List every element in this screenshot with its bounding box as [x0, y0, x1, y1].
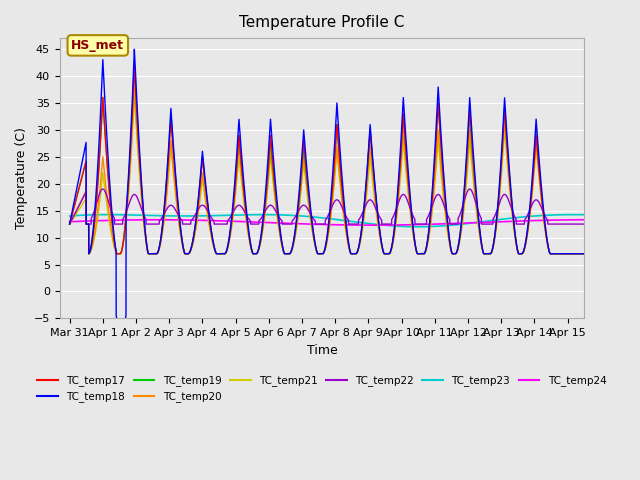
TC_temp20: [131, 84, 138, 90]
TC_temp19: [113, 251, 121, 257]
TC_temp18: [310, 236, 318, 242]
TC_temp18: [66, 221, 74, 227]
TC_temp17: [580, 251, 588, 257]
TC_temp20: [286, 251, 294, 256]
TC_temp20: [440, 192, 447, 198]
TC_temp17: [310, 237, 318, 243]
TC_temp18: [131, 47, 138, 52]
TC_temp24: [580, 217, 588, 223]
TC_temp21: [440, 197, 447, 203]
TC_temp23: [540, 213, 547, 218]
TC_temp19: [565, 251, 573, 257]
TC_temp21: [66, 221, 74, 227]
TC_temp20: [66, 221, 74, 227]
TC_temp22: [539, 208, 547, 214]
TC_temp24: [153, 217, 161, 223]
TC_temp21: [286, 251, 294, 256]
TC_temp23: [66, 213, 74, 219]
TC_temp18: [565, 251, 573, 257]
TC_temp19: [310, 238, 318, 244]
TC_temp21: [131, 95, 138, 100]
TC_temp24: [282, 220, 290, 226]
TC_temp23: [565, 212, 573, 217]
TC_temp24: [440, 221, 447, 227]
TC_temp24: [565, 217, 573, 223]
TC_temp18: [540, 202, 547, 208]
TC_temp18: [282, 251, 290, 257]
TC_temp17: [540, 208, 547, 214]
TC_temp24: [540, 217, 547, 223]
TC_temp18: [286, 251, 294, 256]
Line: TC_temp23: TC_temp23: [70, 215, 584, 227]
TC_temp18: [440, 172, 447, 178]
TC_temp22: [66, 221, 74, 227]
Y-axis label: Temperature (C): Temperature (C): [15, 127, 28, 229]
TC_temp17: [565, 251, 573, 257]
TC_temp24: [369, 222, 376, 228]
TC_temp24: [66, 219, 74, 225]
TC_temp21: [565, 251, 573, 257]
TC_temp19: [66, 221, 74, 227]
TC_temp22: [310, 217, 318, 223]
TC_temp23: [286, 212, 294, 218]
TC_temp17: [66, 221, 74, 227]
TC_temp19: [286, 251, 294, 256]
TC_temp23: [282, 212, 290, 218]
TC_temp21: [540, 212, 547, 218]
Line: TC_temp21: TC_temp21: [70, 97, 584, 254]
TC_temp19: [131, 62, 138, 68]
TC_temp22: [580, 221, 588, 227]
TC_temp20: [540, 210, 547, 216]
TC_temp22: [564, 221, 572, 227]
Line: TC_temp19: TC_temp19: [70, 65, 584, 254]
TC_temp23: [104, 212, 112, 217]
Line: TC_temp17: TC_temp17: [70, 65, 584, 254]
TC_temp23: [310, 214, 318, 220]
TC_temp23: [414, 224, 422, 229]
TC_temp22: [282, 221, 290, 227]
TC_temp21: [282, 251, 290, 257]
TC_temp21: [310, 240, 318, 246]
TC_temp24: [310, 221, 318, 227]
Legend: TC_temp17, TC_temp18, TC_temp19, TC_temp20, TC_temp21, TC_temp22, TC_temp23, TC_: TC_temp17, TC_temp18, TC_temp19, TC_temp…: [33, 371, 611, 407]
Text: HS_met: HS_met: [71, 39, 124, 52]
Line: TC_temp24: TC_temp24: [70, 220, 584, 225]
TC_temp17: [131, 62, 138, 68]
TC_temp20: [565, 251, 573, 257]
TC_temp18: [580, 251, 588, 257]
TC_temp19: [580, 251, 588, 257]
TC_temp19: [540, 206, 547, 212]
TC_temp21: [113, 251, 121, 257]
TC_temp20: [580, 251, 588, 257]
TC_temp17: [113, 251, 121, 257]
Line: TC_temp22: TC_temp22: [70, 189, 584, 224]
Title: Temperature Profile C: Temperature Profile C: [239, 15, 404, 30]
TC_temp22: [286, 221, 294, 227]
TC_temp22: [440, 201, 447, 207]
TC_temp17: [282, 251, 290, 257]
TC_temp20: [282, 251, 290, 257]
TC_temp17: [286, 251, 294, 256]
TC_temp20: [113, 251, 121, 257]
TC_temp19: [440, 180, 447, 185]
X-axis label: Time: Time: [307, 344, 337, 357]
Line: TC_temp20: TC_temp20: [70, 87, 584, 254]
TC_temp17: [440, 180, 447, 185]
TC_temp20: [310, 240, 318, 245]
TC_temp19: [282, 251, 290, 257]
Line: TC_temp18: TC_temp18: [70, 49, 584, 329]
TC_temp23: [440, 223, 447, 228]
TC_temp18: [117, 326, 125, 332]
TC_temp24: [286, 220, 294, 226]
TC_temp21: [580, 251, 588, 257]
TC_temp23: [580, 212, 588, 217]
TC_temp22: [99, 186, 107, 192]
